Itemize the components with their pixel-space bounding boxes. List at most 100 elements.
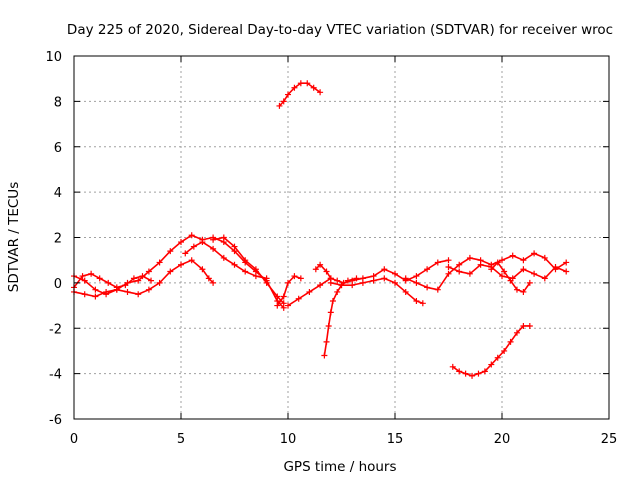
data-point xyxy=(552,263,559,270)
data-point xyxy=(488,361,495,368)
data-point xyxy=(323,338,330,345)
data-point xyxy=(291,84,298,91)
data-point xyxy=(210,236,217,243)
data-point xyxy=(285,302,291,309)
data-point xyxy=(499,257,505,264)
data-point xyxy=(494,354,501,361)
y-tick-label: 6 xyxy=(54,141,62,156)
data-point xyxy=(124,288,131,295)
data-point xyxy=(145,268,152,275)
grid-layer xyxy=(74,56,609,419)
series-track-n xyxy=(488,259,533,295)
data-point xyxy=(520,322,527,329)
data-point xyxy=(541,254,548,261)
data-point xyxy=(456,368,463,375)
data-point xyxy=(81,277,88,284)
data-point xyxy=(188,257,195,264)
data-point xyxy=(434,286,441,293)
data-point xyxy=(513,286,520,293)
data-point xyxy=(475,370,482,377)
series-track-h xyxy=(285,275,334,309)
data-point xyxy=(92,293,99,300)
data-point xyxy=(501,268,508,275)
data-point xyxy=(419,300,426,307)
data-point xyxy=(402,275,409,282)
data-point xyxy=(205,275,212,282)
data-point xyxy=(285,279,291,286)
data-point xyxy=(304,80,311,87)
chart-title: Day 225 of 2020, Sidereal Day-to-day VTE… xyxy=(67,22,613,38)
data-point xyxy=(156,259,163,266)
data-point xyxy=(445,263,452,270)
data-point xyxy=(96,275,103,282)
data-point xyxy=(466,270,473,277)
data-point xyxy=(462,370,469,377)
data-point xyxy=(210,279,217,286)
series-track-o xyxy=(449,322,533,379)
x-tick-label: 10 xyxy=(280,432,297,447)
data-point xyxy=(199,239,206,246)
data-point xyxy=(321,352,328,359)
y-tick-label: -4 xyxy=(49,368,62,383)
y-tick-label: -6 xyxy=(49,413,62,428)
data-point xyxy=(79,273,86,280)
series-track-g xyxy=(276,80,324,109)
y-tick-label: 2 xyxy=(54,232,62,247)
data-point xyxy=(178,261,184,268)
series-line xyxy=(404,252,567,291)
data-point xyxy=(317,261,324,268)
series-line xyxy=(73,234,285,309)
data-point xyxy=(413,279,420,286)
data-point xyxy=(349,282,356,289)
data-point xyxy=(338,282,345,289)
data-point xyxy=(520,257,527,264)
series-track-a xyxy=(71,232,287,311)
series-line xyxy=(315,259,450,284)
data-point xyxy=(220,254,227,261)
data-point xyxy=(434,259,441,266)
y-axis-label: SDTVAR / TECUs xyxy=(6,182,22,292)
data-point xyxy=(488,266,495,273)
data-point xyxy=(325,322,332,329)
data-point xyxy=(466,254,473,261)
data-point xyxy=(188,232,195,239)
data-point xyxy=(297,275,304,282)
data-point xyxy=(509,252,516,259)
y-tick-label: -2 xyxy=(49,322,62,337)
series-line xyxy=(184,241,268,280)
data-point xyxy=(392,270,398,277)
y-tick-label: 0 xyxy=(54,277,62,292)
data-point xyxy=(317,282,324,289)
series-track-k xyxy=(327,275,426,307)
data-point xyxy=(263,279,270,286)
data-point xyxy=(449,363,456,370)
data-point xyxy=(563,259,570,266)
data-point xyxy=(135,291,142,298)
data-point xyxy=(526,322,533,329)
data-point xyxy=(507,277,514,284)
y-tick-label: 4 xyxy=(54,186,62,201)
data-point xyxy=(477,261,484,268)
data-point xyxy=(310,84,317,91)
series-line xyxy=(323,277,358,357)
series-line xyxy=(278,82,321,107)
series-line xyxy=(276,275,302,307)
series-line xyxy=(212,236,285,305)
series-track-j xyxy=(312,257,452,286)
data-point xyxy=(167,268,174,275)
x-tick-label: 0 xyxy=(70,432,78,447)
data-point xyxy=(122,282,129,289)
data-point xyxy=(424,266,431,273)
data-point xyxy=(252,266,259,273)
data-point xyxy=(469,372,476,379)
data-point xyxy=(327,309,334,316)
tick-layer: 0 5 10 15 20 25 -6 -4 -2 0 2 4 6 8 10 xyxy=(45,50,617,447)
data-point xyxy=(306,288,313,295)
data-point xyxy=(334,277,341,284)
data-point xyxy=(199,266,206,273)
x-tick-label: 15 xyxy=(387,432,404,447)
data-point xyxy=(242,268,249,275)
data-point xyxy=(481,368,488,375)
data-point xyxy=(148,277,155,284)
